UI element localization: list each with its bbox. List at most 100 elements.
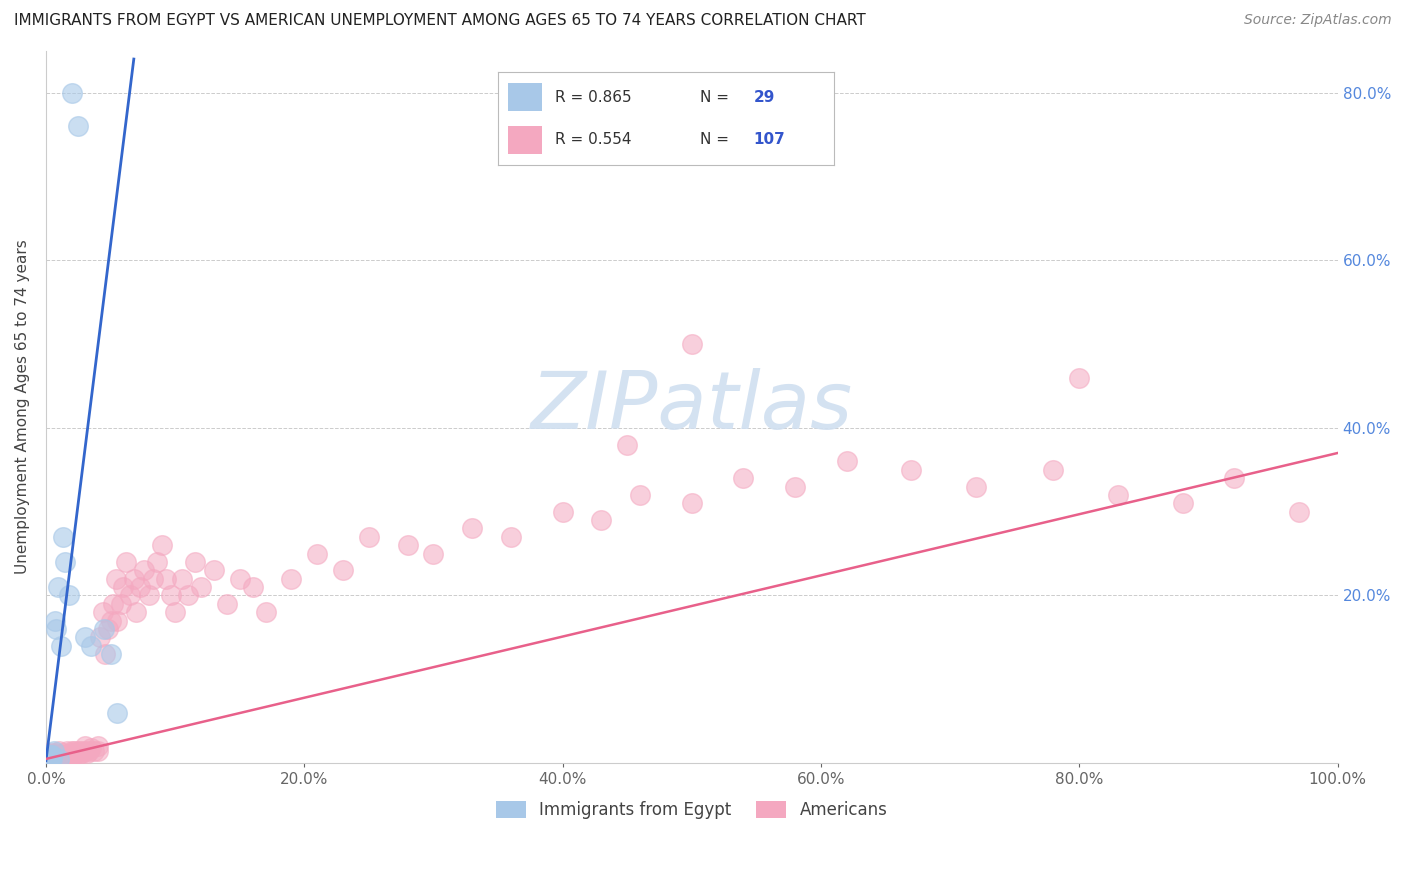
- Point: [94, 647, 117, 661]
- Point: [55, 743, 77, 757]
- Point: [37, 752, 59, 766]
- Point: [628, 488, 651, 502]
- Point: [733, 471, 755, 485]
- Point: [1223, 471, 1246, 485]
- Point: [45, 622, 67, 636]
- Point: [122, 572, 145, 586]
- Point: [396, 538, 419, 552]
- Point: [138, 589, 160, 603]
- Point: [60, 86, 83, 100]
- Point: [551, 505, 574, 519]
- Point: [58, 747, 80, 762]
- Point: [37, 746, 59, 760]
- Point: [38, 752, 60, 766]
- Point: [38, 749, 60, 764]
- Point: [202, 563, 225, 577]
- Point: [60, 743, 83, 757]
- Point: [42, 749, 65, 764]
- Point: [129, 580, 152, 594]
- Point: [73, 739, 96, 754]
- Point: [83, 743, 105, 757]
- Point: [73, 743, 96, 757]
- Point: [41, 747, 63, 762]
- Point: [100, 647, 122, 661]
- Point: [142, 572, 165, 586]
- Legend: Immigrants from Egypt, Americans: Immigrants from Egypt, Americans: [489, 795, 894, 826]
- Point: [242, 580, 264, 594]
- Point: [45, 749, 67, 764]
- Point: [146, 555, 169, 569]
- Point: [900, 463, 922, 477]
- Point: [59, 746, 82, 760]
- Point: [101, 597, 124, 611]
- Point: [97, 622, 120, 636]
- Point: [177, 589, 200, 603]
- Point: [41, 752, 63, 766]
- Point: [228, 572, 250, 586]
- Point: [37, 749, 59, 764]
- Point: [785, 479, 807, 493]
- Point: [35, 747, 58, 762]
- Point: [134, 563, 156, 577]
- Point: [965, 479, 987, 493]
- Point: [76, 746, 98, 760]
- Point: [170, 572, 193, 586]
- Point: [37, 747, 59, 762]
- Point: [37, 749, 59, 764]
- Point: [357, 530, 380, 544]
- Point: [39, 747, 62, 762]
- Point: [48, 743, 70, 757]
- Point: [1107, 488, 1129, 502]
- Point: [183, 555, 205, 569]
- Point: [51, 747, 73, 762]
- Point: [681, 496, 703, 510]
- Point: [125, 605, 148, 619]
- Point: [70, 743, 93, 757]
- Point: [44, 747, 66, 762]
- Point: [42, 743, 65, 757]
- Point: [89, 631, 111, 645]
- Point: [1069, 370, 1091, 384]
- Point: [52, 530, 75, 544]
- Point: [1042, 463, 1064, 477]
- Point: [91, 605, 114, 619]
- Point: [67, 119, 90, 133]
- Point: [46, 580, 69, 594]
- Point: [86, 739, 108, 754]
- Point: [190, 580, 212, 594]
- Point: [67, 743, 90, 757]
- Point: [461, 521, 484, 535]
- Point: [48, 752, 70, 766]
- Point: [150, 538, 173, 552]
- Point: [1171, 496, 1194, 510]
- Point: [73, 631, 96, 645]
- Point: [35, 752, 58, 766]
- Point: [499, 530, 522, 544]
- Point: [80, 639, 103, 653]
- Point: [48, 752, 70, 766]
- Point: [38, 749, 60, 764]
- Point: [66, 746, 89, 760]
- Point: [60, 747, 83, 762]
- Point: [86, 743, 108, 757]
- Point: [155, 572, 177, 586]
- Point: [70, 746, 93, 760]
- Point: [835, 454, 858, 468]
- Point: [44, 614, 66, 628]
- Point: [39, 749, 62, 764]
- Point: [591, 513, 613, 527]
- Point: [48, 747, 70, 762]
- Point: [1288, 505, 1310, 519]
- Point: [38, 752, 60, 766]
- Point: [63, 747, 86, 762]
- Point: [110, 597, 132, 611]
- Point: [37, 752, 59, 766]
- Point: [39, 747, 62, 762]
- Point: [422, 547, 444, 561]
- Point: [118, 589, 141, 603]
- Point: [160, 589, 183, 603]
- Point: [45, 746, 67, 760]
- Point: [105, 706, 128, 720]
- Point: [38, 749, 60, 764]
- Text: IMMIGRANTS FROM EGYPT VS AMERICAN UNEMPLOYMENT AMONG AGES 65 TO 74 YEARS CORRELA: IMMIGRANTS FROM EGYPT VS AMERICAN UNEMPL…: [14, 13, 866, 29]
